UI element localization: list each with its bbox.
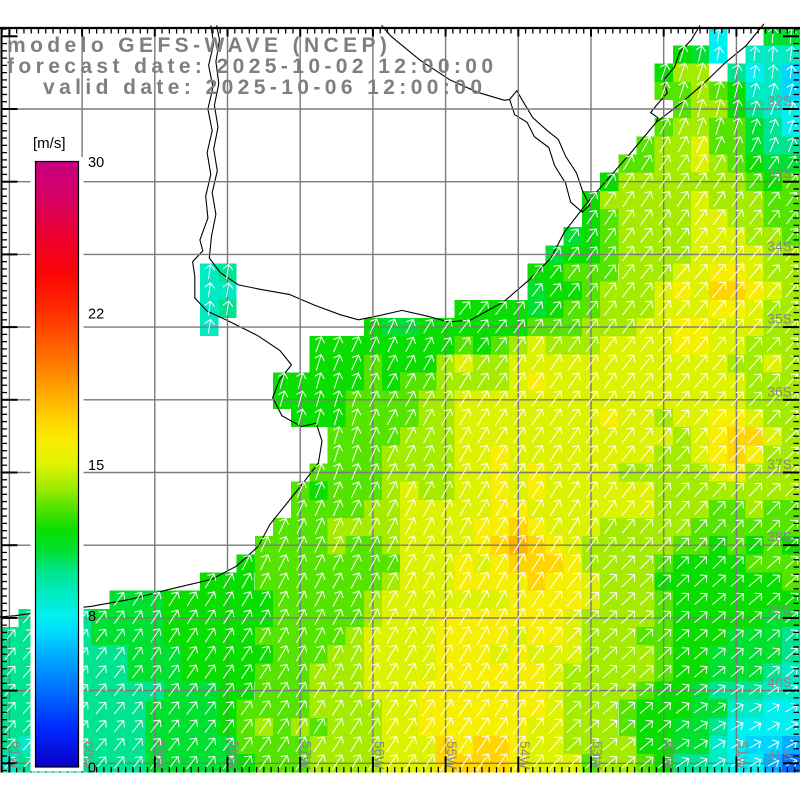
- svg-text:38S: 38S: [767, 530, 792, 545]
- svg-text:55W: 55W: [444, 741, 459, 769]
- svg-text:34S: 34S: [767, 239, 792, 254]
- svg-text:60W: 60W: [81, 741, 96, 769]
- svg-text:51W: 51W: [735, 741, 750, 769]
- svg-text:37S: 37S: [767, 457, 792, 472]
- svg-text:57W: 57W: [299, 741, 314, 769]
- svg-text:valid date: 2025-10-06 12:00:0: valid date: 2025-10-06 12:00:00: [43, 76, 486, 99]
- svg-text:39S: 39S: [767, 602, 792, 617]
- svg-text:33S: 33S: [767, 166, 792, 181]
- svg-text:0: 0: [88, 761, 96, 777]
- svg-text:40S: 40S: [767, 675, 792, 690]
- svg-text:8: 8: [88, 609, 96, 625]
- svg-text:36S: 36S: [767, 384, 792, 399]
- svg-text:15: 15: [88, 458, 104, 474]
- svg-text:52W: 52W: [662, 741, 677, 769]
- svg-text:54W: 54W: [517, 741, 532, 769]
- svg-text:41S: 41S: [767, 748, 792, 763]
- svg-text:30: 30: [88, 155, 104, 171]
- svg-text:56W: 56W: [371, 741, 386, 769]
- svg-text:modelo GEFS-WAVE (NCEP): modelo GEFS-WAVE (NCEP): [7, 34, 391, 57]
- svg-text:61W: 61W: [8, 741, 23, 769]
- svg-text:forecast date: 2025-10-02 12:0: forecast date: 2025-10-02 12:00:00: [7, 55, 497, 78]
- svg-text:22: 22: [88, 306, 104, 322]
- svg-text:35S: 35S: [767, 312, 792, 327]
- svg-text:[m/s]: [m/s]: [33, 135, 66, 152]
- svg-text:59W: 59W: [153, 741, 168, 769]
- svg-text:58W: 58W: [226, 741, 241, 769]
- svg-text:53W: 53W: [590, 741, 605, 769]
- svg-text:32S: 32S: [767, 94, 792, 109]
